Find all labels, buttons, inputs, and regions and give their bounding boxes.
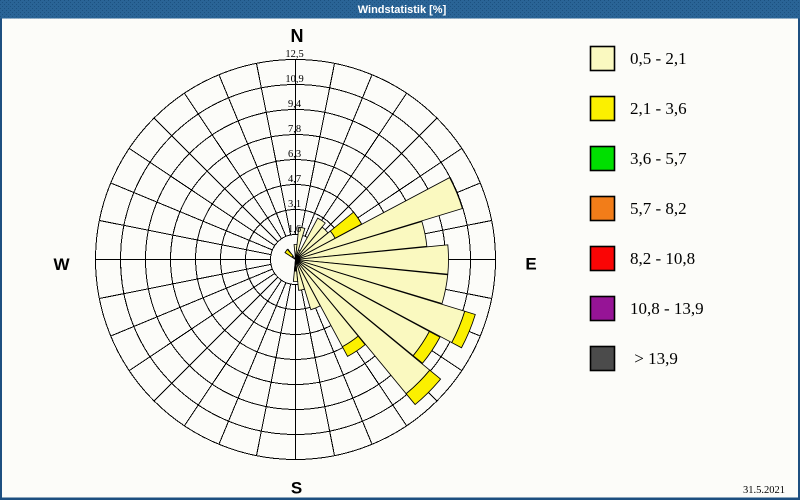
svg-text:Windstatistik [%]: Windstatistik [%] <box>358 4 447 16</box>
svg-text:3,1: 3,1 <box>288 199 301 210</box>
svg-text:31.5.2021: 31.5.2021 <box>743 485 785 496</box>
svg-text:10,9: 10,9 <box>285 74 303 85</box>
svg-text:E: E <box>525 255 536 274</box>
svg-text:1,6: 1,6 <box>288 224 301 235</box>
svg-text:6,3: 6,3 <box>288 149 301 160</box>
svg-text:10,8 - 13,9: 10,8 - 13,9 <box>630 299 704 318</box>
svg-text:S: S <box>291 479 302 498</box>
svg-text:7,8: 7,8 <box>288 124 301 135</box>
svg-text:0,5 - 2,1: 0,5 - 2,1 <box>630 49 687 68</box>
svg-text:3,6 - 5,7: 3,6 - 5,7 <box>630 149 687 168</box>
svg-text:W: W <box>53 255 70 274</box>
svg-text:8,2 - 10,8: 8,2 - 10,8 <box>630 249 695 268</box>
svg-text:4,7: 4,7 <box>288 174 301 185</box>
svg-text:12,5: 12,5 <box>285 49 303 60</box>
svg-text:5,7 - 8,2: 5,7 - 8,2 <box>630 199 687 218</box>
svg-text:9,4: 9,4 <box>288 99 302 110</box>
svg-text:> 13,9: > 13,9 <box>630 349 678 368</box>
svg-text:N: N <box>291 26 304 46</box>
svg-text:2,1 - 3,6: 2,1 - 3,6 <box>630 99 687 118</box>
